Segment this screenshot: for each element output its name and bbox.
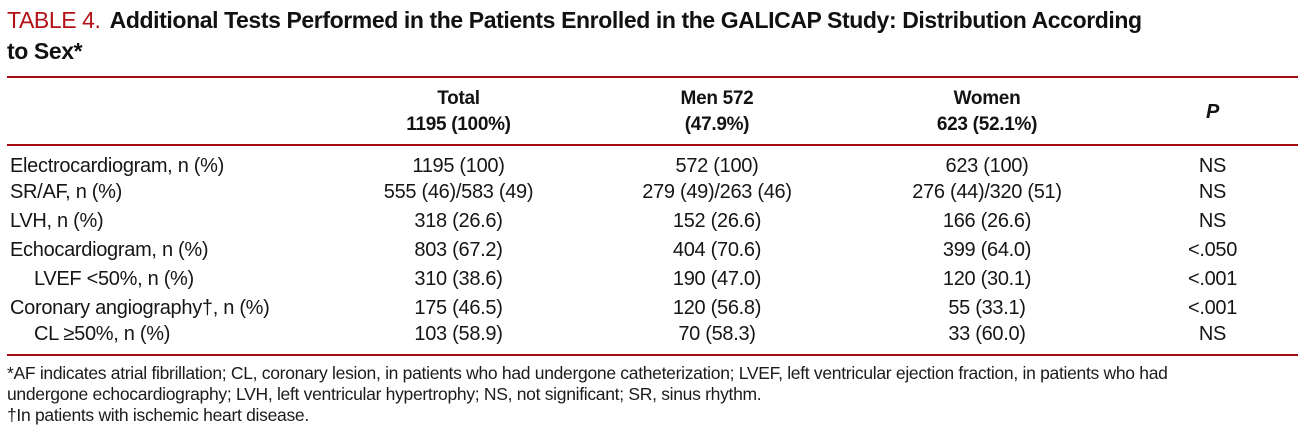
row-label: SR/AF, n (%) (10, 181, 122, 203)
table-row-lvef: LVEF <50%, n (%) 310 (38.6) 190 (47.0) 1… (7, 265, 1298, 294)
cell-women: 166 (26.6) (942, 210, 1032, 232)
row-label: LVH, n (%) (10, 210, 104, 232)
table-body: Electrocardiogram, n (%) 1195 (100) 572 … (7, 145, 1298, 355)
header-total-line2: 1195 (100%) (406, 114, 511, 135)
table-footnotes: *AF indicates atrial fibrillation; CL, c… (7, 363, 1298, 426)
cell-men: 279 (49)/263 (46) (642, 181, 792, 203)
header-total: Total 1195 (100%) (330, 77, 587, 146)
header-women: Women 623 (52.1%) (847, 77, 1127, 146)
row-label: Electrocardiogram, n (%) (10, 155, 224, 177)
header-women-line1: Women (953, 88, 1021, 109)
table-row-sr-af: SR/AF, n (%) 555 (46)/583 (49) 279 (49)/… (7, 178, 1298, 207)
cell-total: 318 (26.6) (414, 210, 503, 232)
footnote-line-2: undergone echocardiography; LVH, left ve… (7, 384, 762, 404)
paper-table-figure: TABLE 4. Additional Tests Performed in t… (7, 5, 1298, 426)
cell-p: NS (1198, 181, 1227, 203)
cell-men: 404 (70.6) (672, 239, 762, 261)
cell-men: 190 (47.0) (672, 268, 762, 290)
cell-total: 103 (58.9) (414, 323, 503, 345)
cell-p: NS (1198, 323, 1227, 345)
cell-women: 399 (64.0) (942, 239, 1032, 261)
cell-men: 70 (58.3) (678, 323, 756, 345)
header-women-line2: 623 (52.1%) (936, 114, 1038, 135)
table-number-label: TABLE 4. (7, 7, 101, 33)
cell-total: 1195 (100) (412, 155, 505, 177)
table-title: TABLE 4. Additional Tests Performed in t… (7, 5, 1298, 67)
table-title-text: Additional Tests Performed in the Patien… (109, 7, 1142, 33)
row-label: CL ≥50%, n (%) (34, 323, 171, 345)
data-table: Total 1195 (100%) Men 572 (47.9%) Women … (7, 76, 1298, 356)
cell-women: 120 (30.1) (942, 268, 1032, 290)
cell-men: 120 (56.8) (672, 297, 762, 319)
cell-total: 803 (67.2) (414, 239, 503, 261)
table-header-row: Total 1195 (100%) Men 572 (47.9%) Women … (7, 77, 1298, 146)
table-row-cl: CL ≥50%, n (%) 103 (58.9) 70 (58.3) 33 (… (7, 323, 1298, 355)
table-row-electrocardiogram: Electrocardiogram, n (%) 1195 (100) 572 … (7, 145, 1298, 178)
header-empty (7, 77, 330, 146)
row-label: Echocardiogram, n (%) (10, 239, 209, 261)
cell-p: NS (1198, 210, 1227, 232)
footnote-line-1: *AF indicates atrial fibrillation; CL, c… (7, 363, 1168, 383)
cell-men: 152 (26.6) (672, 210, 762, 232)
header-total-line1: Total (437, 88, 480, 109)
cell-total: 175 (46.5) (414, 297, 503, 319)
footnote-line-3: †In patients with ischemic heart disease… (7, 405, 309, 425)
cell-men: 572 (100) (675, 155, 759, 177)
table-row-echocardiogram: Echocardiogram, n (%) 803 (67.2) 404 (70… (7, 236, 1298, 265)
cell-p: <.050 (1187, 239, 1238, 261)
header-men-line1: Men 572 (680, 88, 754, 109)
cell-women: 623 (100) (945, 155, 1029, 177)
table-title-line1: TABLE 4. Additional Tests Performed in t… (7, 5, 1298, 36)
cell-p: <.001 (1187, 268, 1238, 290)
header-p-value: P (1127, 77, 1298, 146)
cell-women: 33 (60.0) (948, 323, 1026, 345)
table-row-lvh: LVH, n (%) 318 (26.6) 152 (26.6) 166 (26… (7, 207, 1298, 236)
cell-women: 55 (33.1) (948, 297, 1026, 319)
header-men: Men 572 (47.9%) (587, 77, 847, 146)
cell-p: NS (1198, 155, 1227, 177)
table-row-coronary-angiography: Coronary angiography†, n (%) 175 (46.5) … (7, 294, 1298, 323)
cell-total: 555 (46)/583 (49) (383, 181, 534, 203)
table-title-line2: to Sex* (7, 38, 83, 64)
row-label: Coronary angiography†, n (%) (10, 297, 270, 319)
row-label: LVEF <50%, n (%) (34, 268, 194, 290)
cell-women: 276 (44)/320 (51) (912, 181, 1062, 203)
cell-p: <.001 (1187, 297, 1238, 319)
header-men-line2: (47.9%) (684, 114, 750, 135)
cell-total: 310 (38.6) (414, 268, 503, 290)
